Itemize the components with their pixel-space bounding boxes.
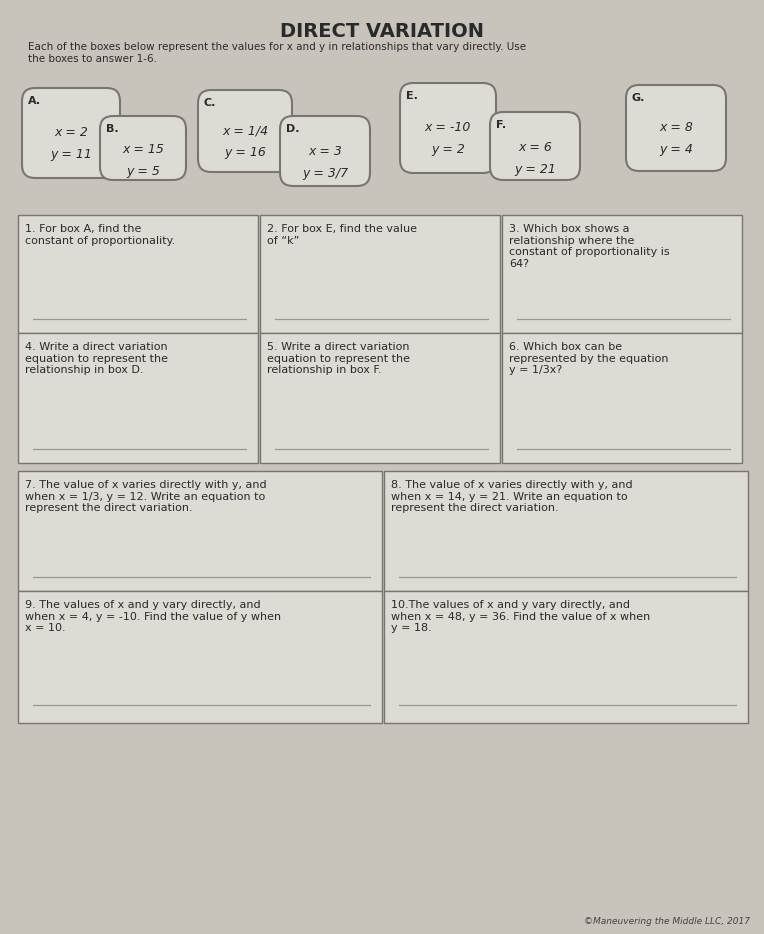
Text: 1. For box A, find the
constant of proportionality.: 1. For box A, find the constant of propo… [25,224,175,246]
Text: y = 5: y = 5 [126,165,160,177]
Text: 10.The values of x and y vary directly, and
when x = 48, y = 36. Find the value : 10.The values of x and y vary directly, … [391,600,650,633]
Text: y = 2: y = 2 [431,143,465,156]
Text: E.: E. [406,91,418,101]
Bar [18,471,382,591]
Text: A.: A. [28,96,41,106]
Text: Each of the boxes below represent the values for x and y in relationships that v: Each of the boxes below represent the va… [28,42,526,64]
Text: 8. The value of x varies directly with y, and
when x = 14, y = 21. Write an equa: 8. The value of x varies directly with y… [391,480,633,513]
Text: B.: B. [106,124,118,134]
Text: x = 15: x = 15 [122,143,164,156]
Text: y = 11: y = 11 [50,148,92,161]
Text: C.: C. [204,98,216,108]
Text: DIRECT VARIATION: DIRECT VARIATION [280,22,484,41]
Text: y = 3/7: y = 3/7 [302,167,348,180]
Text: 3. Which box shows a
relationship where the
constant of proportionality is
64?: 3. Which box shows a relationship where … [509,224,669,269]
Text: 7. The value of x varies directly with y, and
when x = 1/3, y = 12. Write an equ: 7. The value of x varies directly with y… [25,480,267,513]
Text: y = 16: y = 16 [224,147,266,160]
Bar [260,333,500,463]
FancyBboxPatch shape [280,116,370,186]
Bar [384,591,748,723]
Text: G.: G. [632,93,646,103]
Text: x = -10: x = -10 [425,120,471,134]
Text: x = 1/4: x = 1/4 [222,124,268,137]
Text: ©Maneuvering the Middle LLC, 2017: ©Maneuvering the Middle LLC, 2017 [584,917,750,926]
Text: F.: F. [496,120,506,130]
Text: 4. Write a direct variation
equation to represent the
relationship in box D.: 4. Write a direct variation equation to … [25,342,168,375]
Text: x = 6: x = 6 [518,140,552,153]
Bar [18,215,258,333]
FancyBboxPatch shape [626,85,726,171]
Text: 2. For box E, find the value
of “k”: 2. For box E, find the value of “k” [267,224,417,246]
Bar [18,333,258,463]
Text: D.: D. [286,124,299,134]
Bar [502,215,742,333]
Text: 9. The values of x and y vary directly, and
when x = 4, y = -10. Find the value : 9. The values of x and y vary directly, … [25,600,281,633]
Text: x = 8: x = 8 [659,121,693,134]
FancyBboxPatch shape [400,83,496,173]
FancyBboxPatch shape [22,88,120,178]
Text: y = 4: y = 4 [659,143,693,156]
Text: 5. Write a direct variation
equation to represent the
relationship in box F.: 5. Write a direct variation equation to … [267,342,410,375]
Bar [260,215,500,333]
FancyBboxPatch shape [490,112,580,180]
FancyBboxPatch shape [100,116,186,180]
Text: 6. Which box can be
represented by the equation
y = 1/3x?: 6. Which box can be represented by the e… [509,342,668,375]
Bar [502,333,742,463]
FancyBboxPatch shape [198,90,292,172]
Text: x = 2: x = 2 [54,126,88,139]
Text: y = 21: y = 21 [514,163,556,176]
Bar [384,471,748,591]
Bar [18,591,382,723]
Text: x = 3: x = 3 [308,146,342,159]
